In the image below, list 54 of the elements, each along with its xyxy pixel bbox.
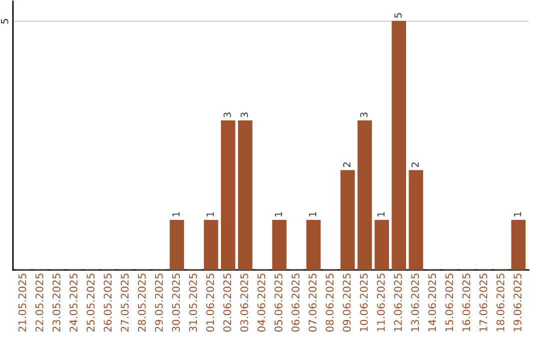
data-label: 1 bbox=[274, 212, 282, 216]
x-tick-label: 02.06.2025 bbox=[223, 274, 232, 332]
bar bbox=[511, 220, 526, 270]
x-tick-label: 26.05.2025 bbox=[104, 274, 112, 332]
x-tick-label: 27.05.2025 bbox=[120, 274, 129, 332]
x-tick-label: 30.05.2025 bbox=[172, 274, 180, 332]
x-tick-label: 04.06.2025 bbox=[257, 274, 266, 332]
x-tick-label: 21.05.2025 bbox=[18, 274, 26, 332]
x-tick-label: 31.05.2025 bbox=[189, 274, 197, 332]
x-tick-label: 16.06.2025 bbox=[462, 274, 470, 332]
bar bbox=[374, 220, 389, 270]
bar bbox=[170, 220, 184, 270]
x-tick-label: 05.06.2025 bbox=[274, 274, 282, 332]
x-tick-label: 24.05.2025 bbox=[70, 274, 78, 332]
x-tick-label: 22.05.2025 bbox=[35, 274, 44, 332]
x-tick-label: 25.05.2025 bbox=[86, 274, 95, 332]
data-label: 1 bbox=[309, 212, 316, 216]
data-label: 2 bbox=[411, 162, 419, 167]
data-label: 1 bbox=[377, 212, 384, 216]
bar bbox=[220, 120, 236, 270]
x-tick-label: 17.06.2025 bbox=[479, 274, 488, 332]
x-tick-label: 14.06.2025 bbox=[428, 274, 436, 332]
bar bbox=[408, 170, 424, 270]
x-tick-label: 18.06.2025 bbox=[496, 274, 504, 332]
bar bbox=[204, 220, 218, 270]
x-tick-label: 23.05.2025 bbox=[52, 274, 60, 332]
data-label: 3 bbox=[224, 112, 231, 118]
bar bbox=[272, 220, 287, 270]
x-tick-label: 01.06.2025 bbox=[206, 274, 214, 332]
bar bbox=[392, 20, 406, 270]
data-label: 2 bbox=[343, 162, 350, 167]
x-tick-label: 08.06.2025 bbox=[326, 274, 334, 332]
x-tick-label: 06.06.2025 bbox=[292, 274, 300, 332]
bar bbox=[340, 170, 355, 270]
data-label: 1 bbox=[172, 212, 180, 216]
x-tick-label: 07.06.2025 bbox=[308, 274, 317, 332]
x-tick-label: 29.05.2025 bbox=[154, 274, 163, 332]
x-tick-label: 09.06.2025 bbox=[342, 274, 351, 332]
data-label: 1 bbox=[206, 212, 214, 216]
bar bbox=[358, 120, 372, 270]
data-label: 3 bbox=[240, 112, 248, 118]
x-tick-label: 19.06.2025 bbox=[514, 274, 522, 332]
x-tick-label: 03.06.2025 bbox=[240, 274, 248, 332]
bar bbox=[238, 120, 252, 270]
x-tick-label: 10.06.2025 bbox=[360, 274, 368, 332]
x-tick-label: 15.06.2025 bbox=[445, 274, 454, 332]
bar bbox=[306, 220, 321, 270]
x-tick-label: 11.06.2025 bbox=[376, 274, 385, 332]
data-label: 3 bbox=[360, 112, 368, 118]
data-label: 5 bbox=[394, 13, 402, 18]
x-tick-label: 12.06.2025 bbox=[394, 274, 402, 332]
x-tick-label: 13.06.2025 bbox=[411, 274, 419, 332]
x-tick-label: 28.05.2025 bbox=[138, 274, 146, 332]
data-label: 1 bbox=[514, 212, 522, 216]
